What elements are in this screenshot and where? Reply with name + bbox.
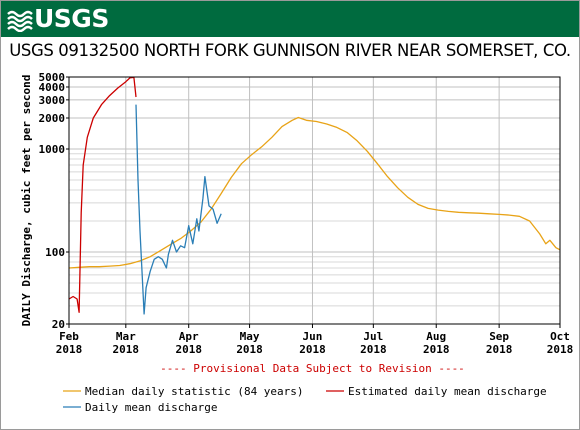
x-tick-label-month: Aug: [426, 330, 446, 343]
y-tick-label: 1000: [39, 143, 66, 156]
legend-label-1: Estimated daily mean discharge: [348, 385, 547, 398]
grid-lines: [68, 76, 561, 325]
x-tick-label-year: 2018: [423, 343, 450, 356]
plot-border: [68, 76, 561, 325]
usgs-logo: USGS: [7, 5, 109, 33]
y-tick-label: 2000: [39, 112, 66, 125]
x-tick-label-year: 2018: [547, 343, 574, 356]
usgs-header-bar: USGS: [1, 1, 579, 37]
x-tick-label-year: 2018: [56, 343, 83, 356]
series-line-0: [68, 116, 561, 269]
series-line-1: [68, 76, 137, 313]
chart-title: USGS 09132500 NORTH FORK GUNNISON RIVER …: [9, 41, 571, 60]
x-tick-label-year: 2018: [175, 343, 202, 356]
series-lines: [68, 76, 561, 315]
x-tick-label-month: May: [240, 330, 260, 343]
usgs-logo-text: USGS: [34, 4, 109, 33]
y-axis-title: DAILY Discharge, cubic feet per second: [20, 75, 33, 327]
axis-labels: 2010010002000300040005000Feb2018Mar2018A…: [39, 71, 574, 356]
x-tick-label-year: 2018: [113, 343, 140, 356]
y-tick-label: 4000: [39, 81, 66, 94]
chart-legend: Median daily statistic (84 years) Estimat…: [63, 385, 547, 414]
y-tick-label: 20: [52, 318, 65, 331]
x-tick-label-month: Feb: [59, 330, 79, 343]
x-tick-label-month: Jun: [303, 330, 323, 343]
y-tick-label: 5000: [39, 71, 66, 84]
x-tick-label-month: Apr: [179, 330, 199, 343]
usgs-wave-icon: [7, 10, 33, 32]
x-tick-label-month: Oct: [550, 330, 570, 343]
x-tick-label-month: Sep: [489, 330, 509, 343]
x-tick-label-year: 2018: [236, 343, 263, 356]
series-line-2: [135, 104, 222, 315]
y-tick-label: 100: [45, 246, 65, 259]
x-tick-label-month: Jul: [363, 330, 383, 343]
legend-label-0: Median daily statistic (84 years): [85, 385, 304, 398]
x-tick-label-year: 2018: [299, 343, 326, 356]
y-tick-label: 3000: [39, 94, 66, 107]
x-tick-label-year: 2018: [360, 343, 387, 356]
provisional-note: ---- Provisional Data Subject to Revisio…: [160, 362, 465, 375]
x-tick-label-month: Mar: [116, 330, 136, 343]
legend-label-2: Daily mean discharge: [85, 401, 217, 414]
x-tick-label-year: 2018: [486, 343, 513, 356]
